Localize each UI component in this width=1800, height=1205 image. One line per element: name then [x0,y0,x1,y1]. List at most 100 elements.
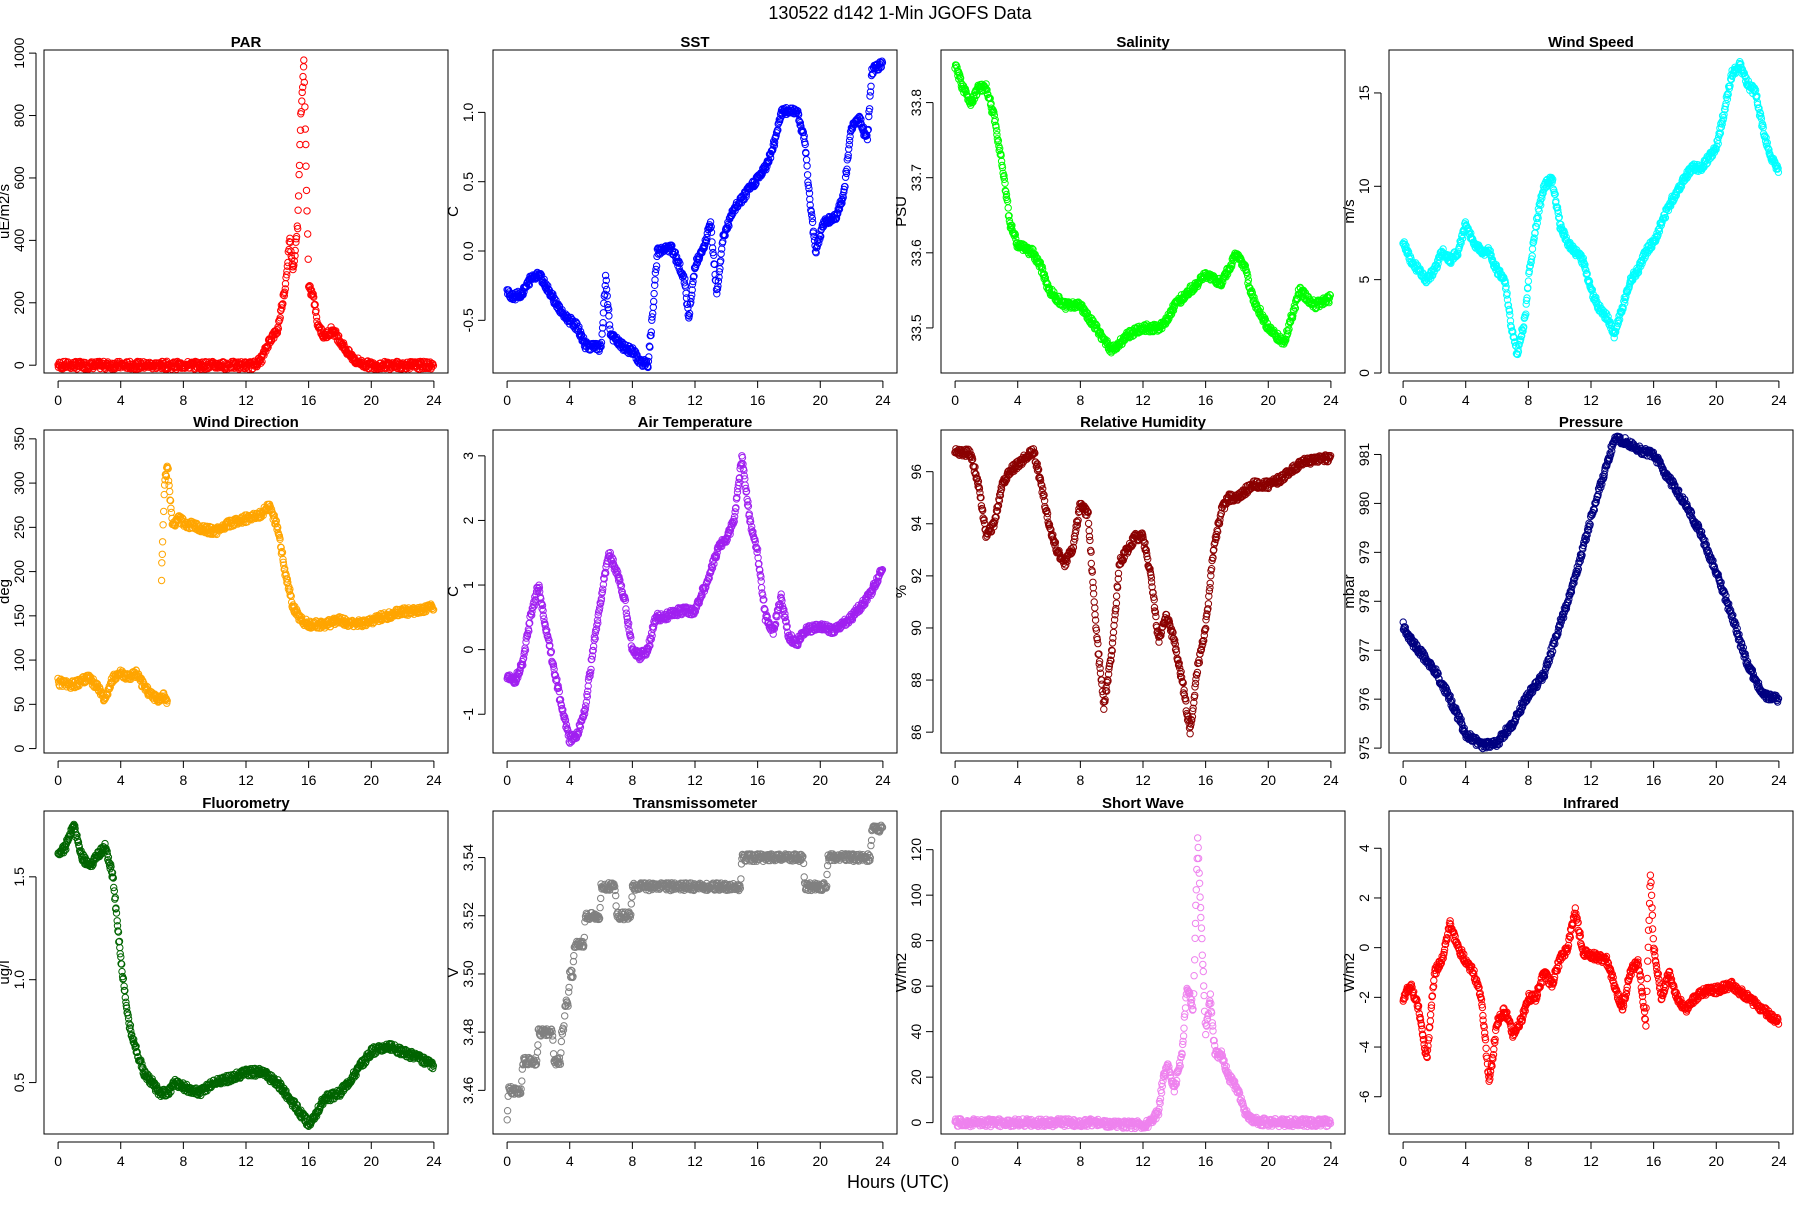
y-tick-label: 1.0 [460,102,476,122]
data-point [295,207,301,213]
y-tick-label: 50 [11,696,27,712]
x-tick-label: 8 [1524,392,1532,408]
x-tick-label: 20 [1708,392,1724,408]
x-tick-label: 20 [363,772,379,788]
y-tick-label: 3 [460,452,476,460]
x-tick-label: 12 [687,772,703,788]
panel-title: Wind Speed [1548,34,1634,51]
figure-title: 130522 d142 1-Min JGOFS Data [768,3,1032,23]
data-point [158,577,164,583]
plot-frame [1389,50,1793,373]
y-tick-label: 400 [11,228,27,252]
data-point [303,187,309,193]
panel-title: SST [680,34,709,51]
x-tick-label: 24 [1323,392,1339,408]
data-point [651,290,657,296]
x-tick-label: 24 [426,392,442,408]
y-tick-label: 200 [11,291,27,315]
x-tick-label: 8 [179,392,187,408]
x-tick-label: 20 [812,392,828,408]
y-axis-label: C [445,586,462,597]
data-point [590,643,596,649]
data-point [304,208,310,214]
y-tick-label: 800 [11,104,27,128]
x-tick-label: 20 [363,392,379,408]
data-point [303,163,309,169]
plot-frame [44,50,448,373]
data-points [55,463,437,706]
data-point [166,482,172,488]
x-tick-label: 16 [301,392,317,408]
x-tick-label: 16 [1646,392,1662,408]
data-points [504,453,886,747]
x-tick-label: 8 [628,772,636,788]
data-point [295,193,301,199]
y-tick-label: 33.7 [908,164,924,191]
data-point [296,162,302,168]
data-point [606,313,612,319]
panel-title: PAR [231,34,262,51]
x-tick-label: 4 [1462,392,1470,408]
plot-frame [493,430,897,753]
data-point [803,157,809,163]
x-tick-label: 16 [1198,392,1214,408]
data-point [305,256,311,262]
y-axis-label: m/s [1341,199,1358,223]
y-tick-label: 250 [11,515,27,539]
x-tick-label: 24 [875,772,891,788]
x-tick-label: 24 [875,392,891,408]
panel-title: Wind Direction [193,414,299,431]
y-tick-label: 33.6 [908,239,924,266]
x-tick-label: 16 [750,392,766,408]
y-axis-label: uE/m2/s [0,184,13,239]
x-tick-label: 0 [951,392,959,408]
x-axis-label: Hours (UTC) [847,1172,949,1192]
data-point [159,539,165,545]
data-point [804,163,810,169]
data-point [804,172,810,178]
y-tick-label: 5 [1356,276,1372,284]
data-point [159,560,165,566]
panel-title: Salinity [1116,34,1170,51]
x-tick-label: 24 [426,772,442,788]
y-tick-label: 0 [460,646,476,654]
x-tick-label: 0 [503,772,511,788]
y-tick-label: 2 [460,516,476,524]
x-tick-label: 12 [238,772,254,788]
y-axis-label: deg [0,579,13,604]
data-point [160,522,166,528]
data-point [599,331,605,337]
x-tick-label: 20 [812,772,828,788]
x-tick-label: 8 [179,772,187,788]
x-tick-label: 4 [566,772,574,788]
data-points [55,57,437,372]
data-point [168,509,174,515]
y-tick-label: 0.0 [460,241,476,261]
data-point [844,166,850,172]
y-tick-label: 10 [1356,178,1372,194]
x-tick-label: 12 [238,392,254,408]
x-tick-label: 24 [1771,392,1787,408]
data-point [1005,205,1011,211]
x-tick-label: 12 [687,392,703,408]
y-tick-label: 1000 [11,37,27,68]
x-tick-label: 12 [1583,392,1599,408]
data-point [159,551,165,557]
x-tick-label: 8 [1076,392,1084,408]
y-axis-label: PSU [893,196,910,227]
y-tick-label: 0.5 [460,172,476,192]
